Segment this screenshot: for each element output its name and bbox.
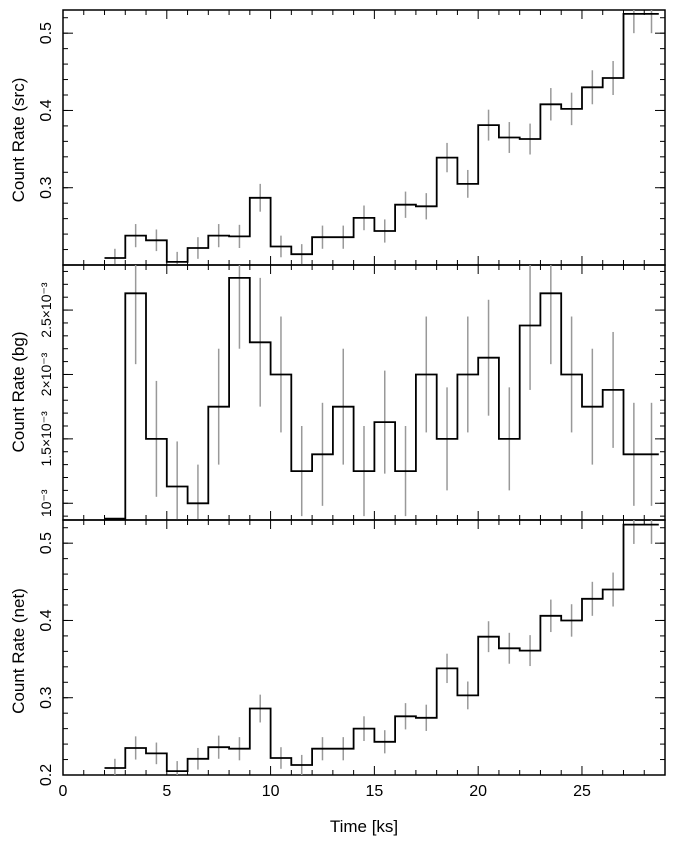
ylabel-net: Count Rate (net) <box>9 588 28 714</box>
y-tick-label: 1.5×10⁻³ <box>38 411 54 467</box>
x-tick-label: 5 <box>162 783 171 800</box>
y-tick-label: 0.5 <box>38 532 55 554</box>
y-tick-label: 2.5×10⁻³ <box>38 282 54 338</box>
y-tick-label: 0.3 <box>38 177 55 199</box>
x-tick-label: 0 <box>59 783 68 800</box>
step-series-net <box>104 523 659 772</box>
x-tick-label: 10 <box>262 783 280 800</box>
step-series-src <box>104 13 659 263</box>
y-tick-label: 10⁻³ <box>38 489 54 517</box>
y-tick-label: 0.4 <box>38 99 55 121</box>
panel-net: Count Rate (net) Time [ks] 0.2 0.3 0.4 0.5 0… <box>9 519 666 836</box>
y-tick-label: 2×10⁻³ <box>38 352 54 396</box>
x-tick-label: 15 <box>365 783 383 800</box>
x-tick-label: 25 <box>573 783 591 800</box>
ylabel-src: Count Rate (src) <box>9 78 28 203</box>
y-tick-label: 0.2 <box>38 764 55 786</box>
panel-src: Count Rate (src) 0.3 0.4 0.5 <box>9 9 666 266</box>
ylabel-bg: Count Rate (bg) <box>9 332 28 453</box>
panel-bg: Count Rate (bg) 10⁻³ 1.5×10⁻³ 2×10⁻³ 2.5×10… <box>9 264 666 521</box>
y-tick-label: 0.3 <box>38 687 55 709</box>
y-tick-label: 0.4 <box>38 609 55 631</box>
xlabel-time: Time [ks] <box>330 817 398 836</box>
y-tick-label: 0.5 <box>38 22 55 44</box>
step-series-bg <box>104 277 659 520</box>
x-tick-label: 20 <box>469 783 487 800</box>
plot-frame-net <box>62 519 666 776</box>
